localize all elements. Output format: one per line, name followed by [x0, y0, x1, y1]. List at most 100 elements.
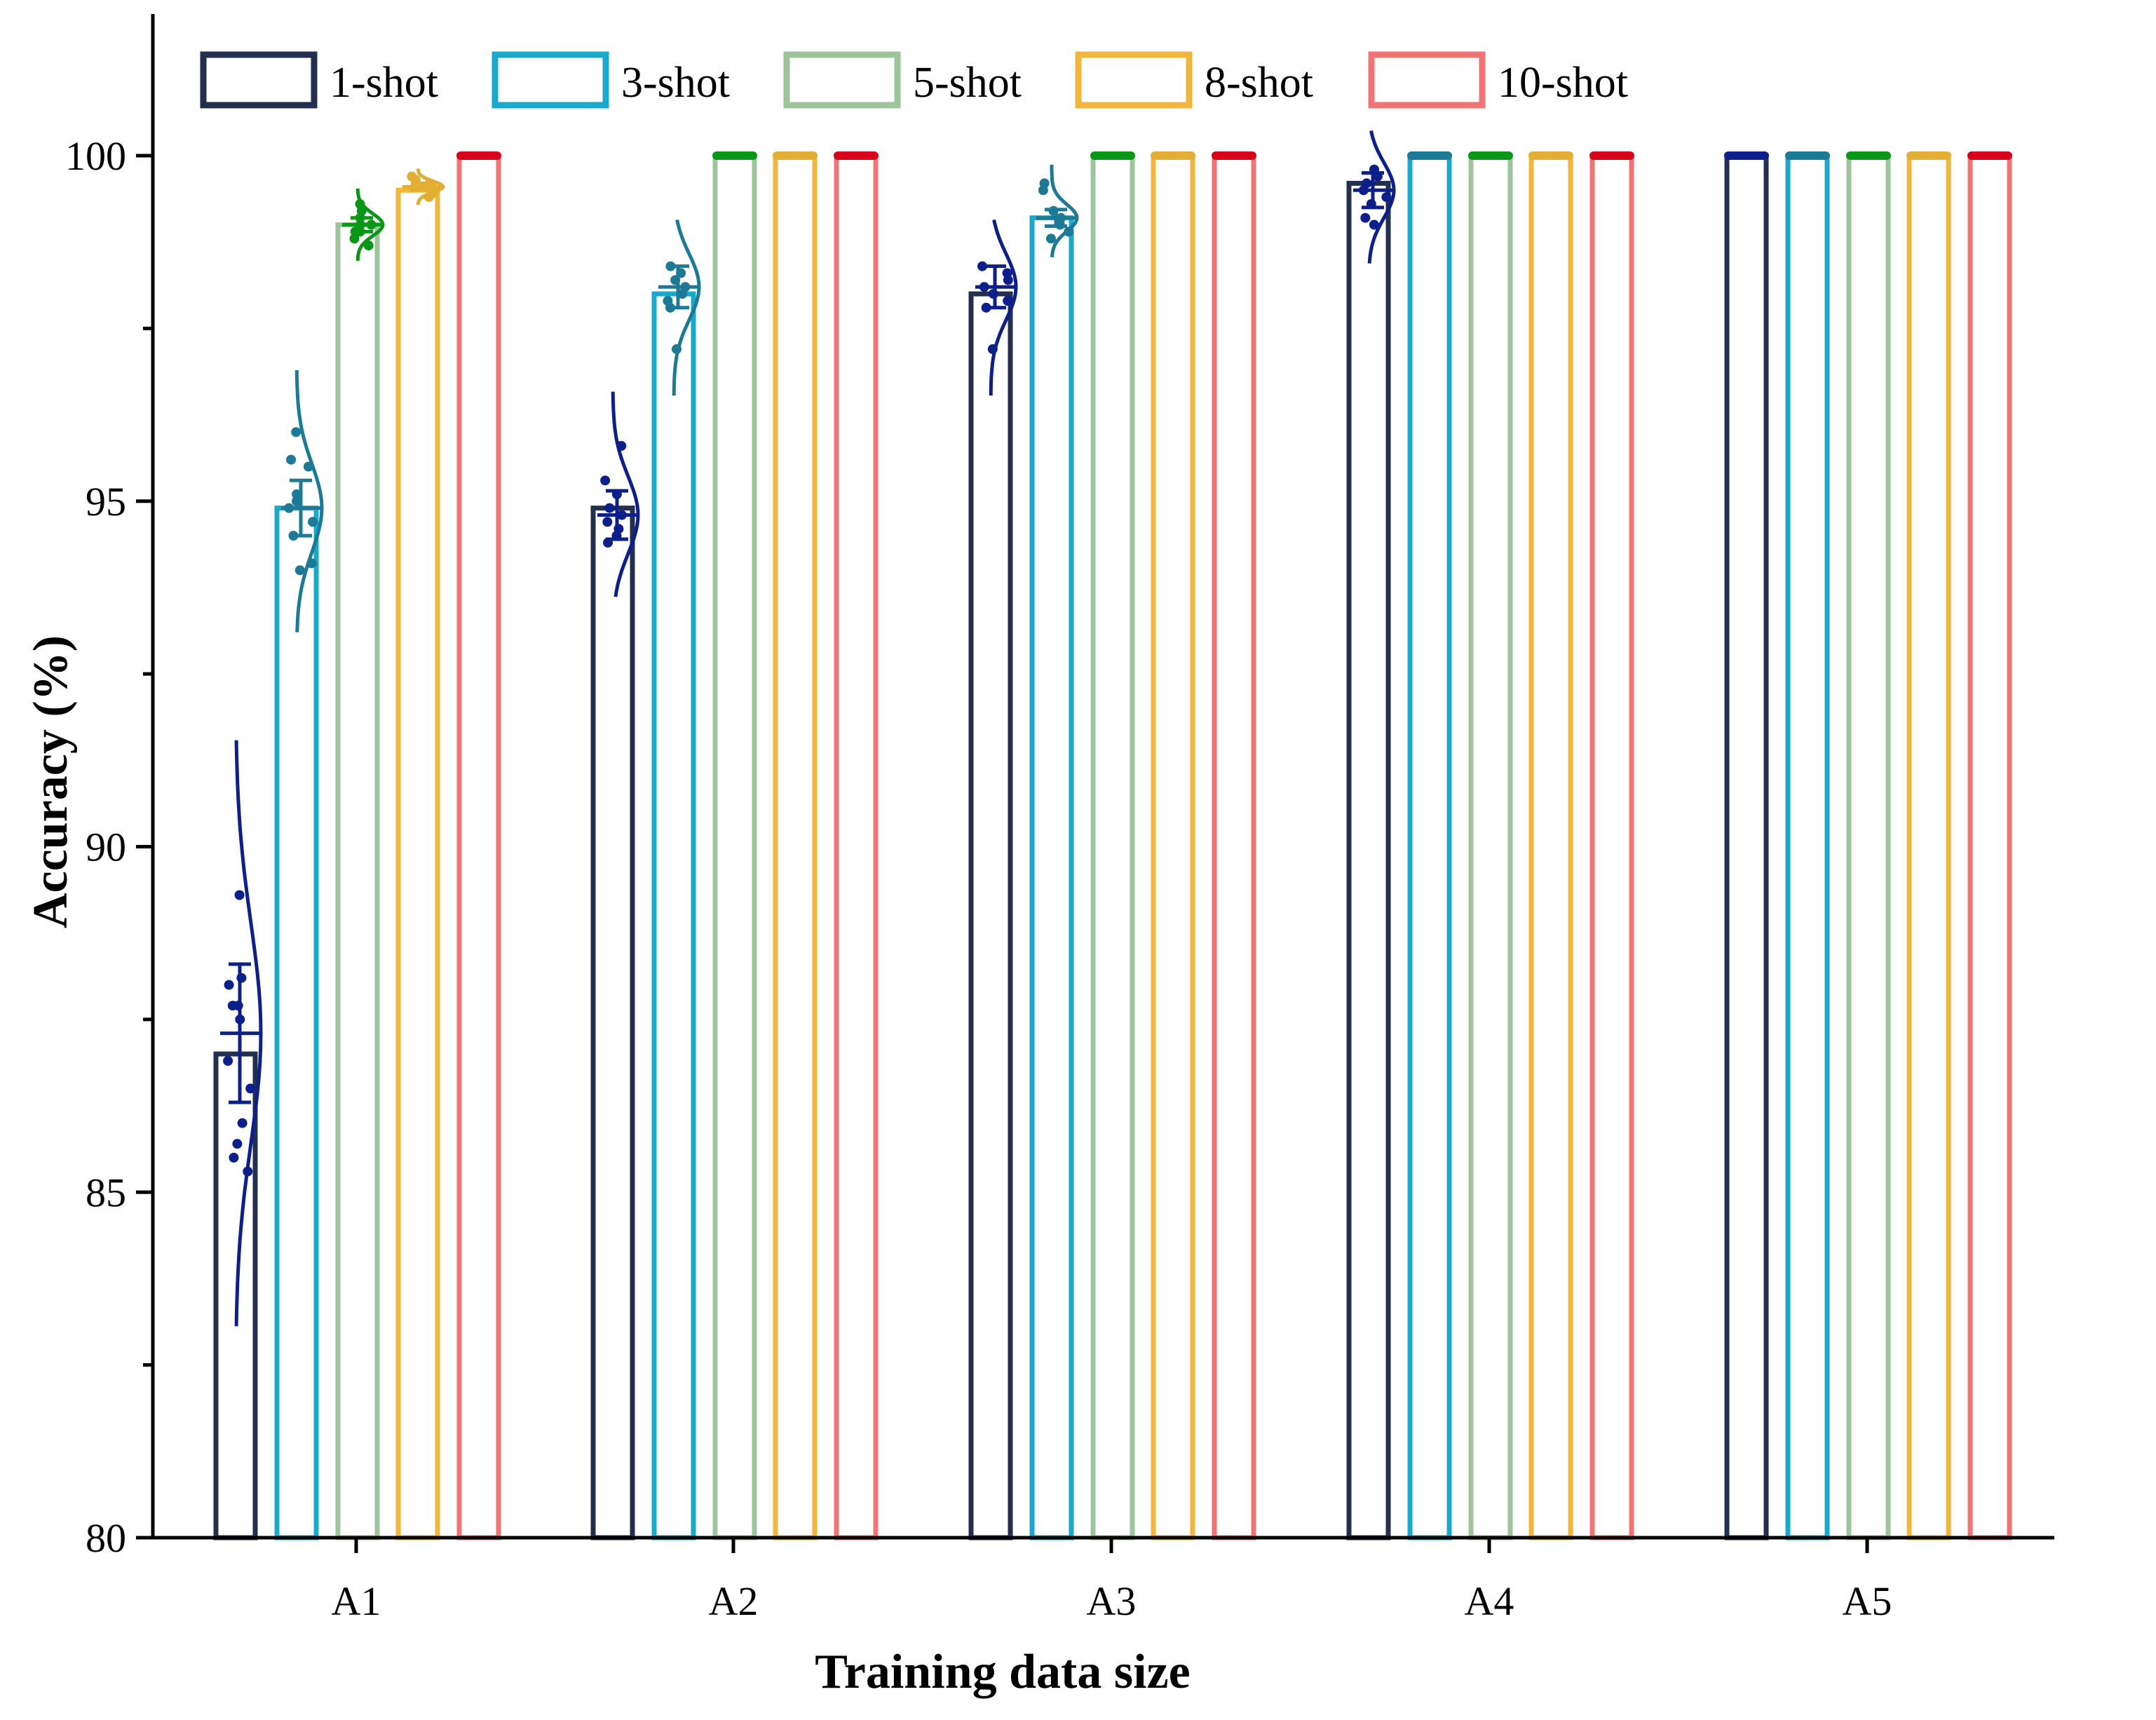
data-point-3-shot-A1-4 [292, 496, 301, 506]
data-point-3-shot-A1-9 [294, 565, 305, 576]
data-point-1-shot-A2-0 [616, 440, 627, 451]
data-point-3-shot-A3-4 [1055, 219, 1065, 230]
data-point-5-shot-A1-8 [363, 241, 374, 251]
distribution-curve-3-shot-A2 [672, 219, 701, 396]
data-point-3-shot-A1-2 [303, 461, 313, 472]
legend-label-5-shot: 5-shot [913, 59, 1022, 107]
legend-swatch-8-shot [1075, 51, 1193, 109]
y-tick-label-95: 95 [86, 479, 126, 524]
data-point-3-shot-A1-6 [308, 517, 318, 527]
data-point-3-shot-A1-7 [288, 531, 299, 541]
legend-label-8-shot: 8-shot [1205, 59, 1313, 107]
x-tick-label-A2: A2 [709, 1578, 759, 1624]
data-point-1-shot-A1-5 [235, 1014, 245, 1024]
data-point-3-shot-A3-6 [1046, 233, 1056, 244]
data-point-1-shot-A2-7 [611, 531, 622, 541]
data-point-3-shot-A2-6 [665, 302, 675, 313]
bar-10-shot-A2 [834, 153, 879, 1540]
y-tick-label-90: 90 [86, 825, 126, 870]
data-point-1-shot-A1-4 [233, 1001, 243, 1011]
data-point-1-shot-A3-6 [981, 302, 991, 313]
x-tick-label-A5: A5 [1843, 1578, 1892, 1624]
data-point-1-shot-A3-5 [1003, 296, 1013, 306]
y-axis-title: Accuracy (%) [24, 635, 78, 928]
data-point-1-shot-A3-3 [979, 282, 989, 292]
distribution-curve-8-shot-A1 [416, 168, 445, 205]
bar-8-shot-A3 [1151, 153, 1195, 1540]
data-point-1-shot-A4-1 [1372, 171, 1383, 182]
bar-5-shot-A2 [712, 153, 757, 1540]
data-point-3-shot-A1-5 [284, 503, 294, 513]
data-point-3-shot-A2-0 [665, 261, 676, 271]
bar-1-shot-A3 [968, 291, 1013, 1540]
y-tick-label-100: 100 [65, 133, 126, 179]
x-axis-title: Training data size [815, 1645, 1190, 1699]
data-point-1-shot-A2-8 [603, 537, 613, 548]
data-point-3-shot-A3-1 [1038, 185, 1048, 196]
data-point-3-shot-A1-8 [306, 558, 317, 569]
data-point-1-shot-A4-3 [1358, 185, 1369, 196]
bar-8-shot-A1 [395, 187, 440, 1540]
legend-swatch-10-shot [1368, 51, 1486, 109]
legend-label-10-shot: 10-shot [1498, 59, 1628, 107]
data-point-1-shot-A2-4 [616, 510, 627, 520]
y-tick-label-80: 80 [86, 1515, 126, 1561]
distribution-marks-layer [220, 130, 2012, 1327]
bar-5-shot-A3 [1090, 153, 1135, 1540]
distribution-curve-1-shot-A1 [234, 740, 263, 1327]
data-point-1-shot-A1-2 [224, 980, 234, 990]
bar-5-shot-A5 [1846, 153, 1891, 1540]
distribution-curve-1-shot-A3 [989, 219, 1018, 396]
bar-10-shot-A3 [1212, 153, 1256, 1540]
bar-1-shot-A5 [1724, 153, 1769, 1540]
axes-layer: 80 85 90 95 100 A1 A2 A3 A4 A5 [65, 14, 2054, 1624]
legend-swatch-5-shot [783, 51, 901, 109]
data-point-1-shot-A1-1 [236, 973, 247, 983]
bar-10-shot-A4 [1589, 153, 1634, 1540]
bar-5-shot-A4 [1468, 153, 1513, 1540]
distribution-curve-3-shot-A3 [1050, 164, 1079, 258]
data-point-3-shot-A3-5 [1064, 226, 1074, 237]
bar-1-shot-A2 [590, 506, 635, 1540]
data-point-3-shot-A2-2 [670, 275, 681, 285]
legend-swatch-3-shot [491, 51, 609, 109]
legend: 1-shot 3-shot 5-shot 8-shot 10-shot [200, 51, 1628, 109]
legend-label-1-shot: 1-shot [330, 59, 438, 107]
bar-10-shot-A1 [456, 153, 501, 1540]
x-tick-label-A1: A1 [332, 1578, 381, 1624]
data-point-3-shot-A2-7 [672, 344, 682, 354]
x-tick-label-A3: A3 [1087, 1578, 1137, 1624]
data-point-1-shot-A4-6 [1360, 212, 1371, 223]
data-point-1-shot-A3-2 [1003, 275, 1013, 285]
bar-3-shot-A5 [1785, 153, 1830, 1540]
distribution-curve-1-shot-A2 [611, 391, 640, 597]
y-tick-label-85: 85 [86, 1170, 126, 1215]
bars-layer [213, 153, 2012, 1540]
data-point-1-shot-A1-8 [237, 1118, 248, 1128]
bar-10-shot-A5 [1967, 153, 2012, 1540]
distribution-curve-3-shot-A1 [294, 370, 324, 632]
data-point-1-shot-A3-4 [988, 289, 998, 299]
data-point-5-shot-A1-7 [349, 233, 360, 244]
bar-3-shot-A3 [1029, 215, 1074, 1540]
data-point-3-shot-A1-0 [291, 427, 301, 438]
data-point-5-shot-A1-2 [355, 212, 365, 223]
legend-label-3-shot: 3-shot [621, 59, 730, 107]
bar-1-shot-A4 [1346, 180, 1391, 1540]
bar-3-shot-A1 [274, 506, 319, 1540]
bar-3-shot-A2 [651, 291, 696, 1540]
data-point-1-shot-A1-10 [229, 1153, 239, 1163]
bar-3-shot-A4 [1407, 153, 1452, 1540]
data-point-1-shot-A1-11 [243, 1166, 253, 1177]
data-point-8-shot-A1-7 [423, 192, 434, 203]
data-point-8-shot-A1-1 [410, 175, 421, 185]
data-point-3-shot-A3-2 [1048, 205, 1059, 216]
bar-5-shot-A1 [335, 222, 380, 1540]
data-point-3-shot-A2-4 [677, 289, 688, 299]
data-point-1-shot-A3-7 [987, 344, 998, 354]
data-point-1-shot-A1-9 [232, 1139, 243, 1149]
data-point-1-shot-A2-5 [602, 517, 613, 527]
data-point-1-shot-A1-7 [245, 1083, 256, 1094]
data-point-1-shot-A4-4 [1381, 192, 1392, 203]
